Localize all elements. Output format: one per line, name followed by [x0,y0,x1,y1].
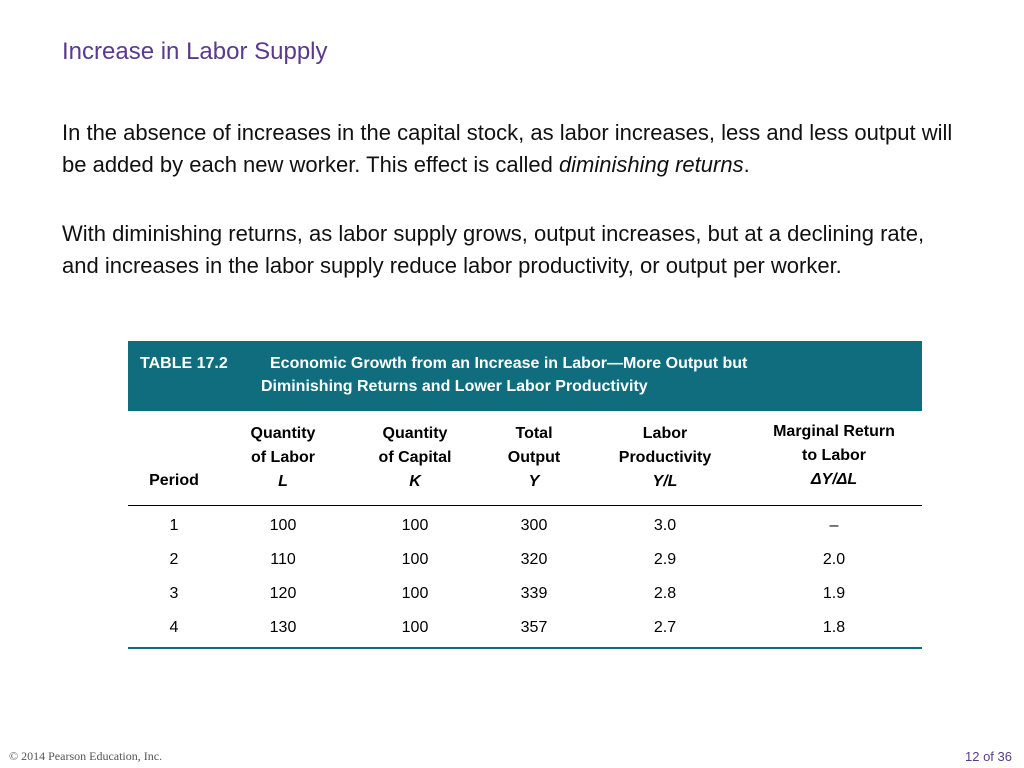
header-line2: of Labor [251,449,315,466]
cell-period: 4 [169,619,179,636]
paragraph-labor-supply: With diminishing returns, as labor suppl… [62,221,925,278]
header-line1: Quantity [382,425,448,442]
table-bottom-rule [128,647,922,649]
economic-growth-table: TABLE 17.2 Economic Growth from an Increa… [128,341,922,649]
cell-productivity: 2.8 [653,585,677,602]
table-title-line1: Economic Growth from an Increase in Labo… [270,355,748,372]
header-quantity-of-capital: Quantity of Capital K [346,411,484,505]
cell-productivity: 2.9 [653,551,677,568]
copyright-notice: © 2014 Pearson Education, Inc. [9,749,163,763]
cell-labor: 100 [269,517,297,534]
cell-period: 2 [169,551,179,568]
cell-capital: 100 [401,551,429,568]
table-row: 4 130 100 357 2.7 1.8 [128,611,922,645]
cell-marginal-return: 2.0 [822,551,846,568]
table-caption: TABLE 17.2 Economic Growth from an Increa… [128,341,922,411]
cell-productivity: 2.7 [653,619,677,636]
cell-period: 1 [169,517,179,534]
cell-period: 3 [169,585,179,602]
paragraph-text: In the absence of increases in the capit… [62,120,953,177]
cell-output: 320 [520,551,548,568]
table-row: 2 110 100 320 2.9 2.0 [128,543,922,577]
header-line2: to Labor [802,447,866,464]
cell-marginal-return: 1.9 [822,585,846,602]
header-line2: Productivity [618,449,712,466]
cell-labor: 110 [270,551,296,568]
emphasis-term: diminishing returns [558,152,744,177]
cell-labor: 130 [269,619,297,636]
header-symbol: K [409,473,421,490]
cell-capital: 100 [401,585,429,602]
table-body: 1 100 100 300 3.0 – 2 110 100 320 2.9 2.… [128,509,922,645]
cell-marginal-return: – [829,517,839,534]
paragraph-diminishing-returns: In the absence of increases in the capit… [62,117,962,181]
header-quantity-of-labor: Quantity of Labor L [220,411,346,505]
cell-output: 300 [520,517,548,534]
header-line1: Labor [642,425,688,442]
header-symbol: Y/L [652,473,678,490]
cell-marginal-return: 1.8 [822,619,846,636]
header-symbol: Y [528,473,540,490]
page-number: 12 of 36 [965,749,1012,764]
cell-output: 339 [520,585,548,602]
table-header-row: Period Quantity of Labor L Quantity of C… [128,411,922,506]
cell-capital: 100 [401,619,429,636]
cell-output: 357 [520,619,548,636]
header-line2: of Capital [378,449,452,466]
cell-labor: 120 [269,585,297,602]
slide-title: Increase in Labor Supply [62,38,328,65]
header-symbol: ΔY/ΔL [810,471,858,488]
header-labor-productivity: Labor Productivity Y/L [584,411,746,505]
header-total-output: Total Output Y [484,411,584,505]
table-number: TABLE 17.2 [140,355,228,372]
header-line2: Output [507,449,561,466]
table-title-line2: Diminishing Returns and Lower Labor Prod… [261,378,648,395]
table-row: 3 120 100 339 2.8 1.9 [128,577,922,611]
table-row: 1 100 100 300 3.0 – [128,509,922,543]
cell-productivity: 3.0 [653,517,677,534]
header-line1: Quantity [250,425,316,442]
header-line1: Total [515,425,553,442]
paragraph-end: . [743,152,750,177]
header-line3: Period [149,472,199,489]
header-line1: Marginal Return [773,423,895,440]
header-symbol: L [278,473,288,490]
header-period: Period [128,411,220,505]
header-marginal-return: Marginal Return to Labor ΔY/ΔL [746,411,922,505]
cell-capital: 100 [401,517,429,534]
